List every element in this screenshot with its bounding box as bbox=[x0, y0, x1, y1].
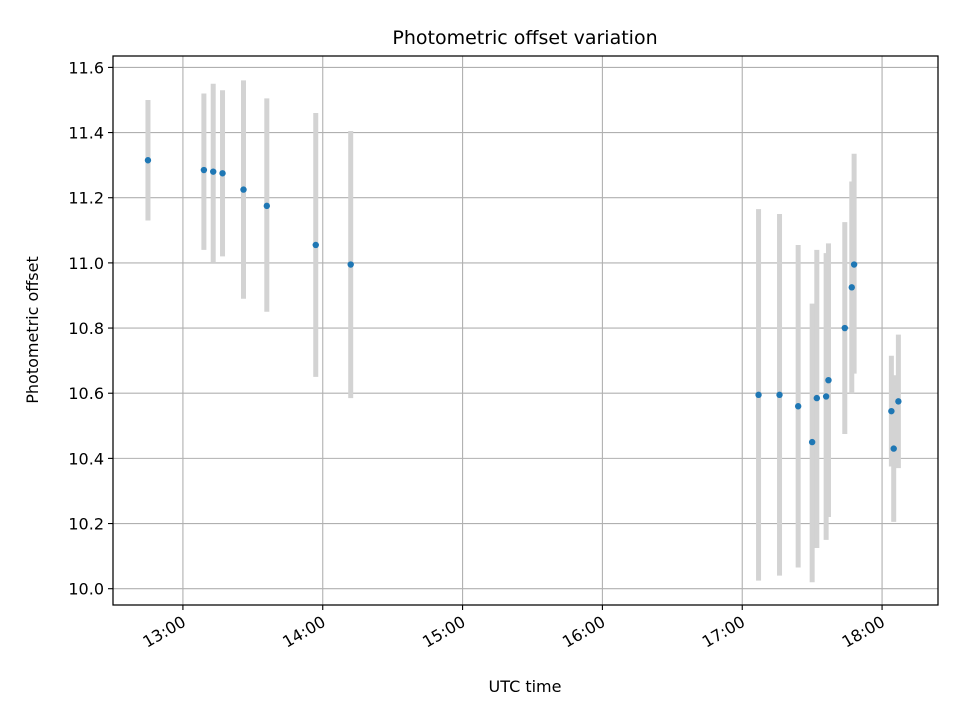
chart-title: Photometric offset variation bbox=[392, 27, 657, 49]
y-tick-label: 11.2 bbox=[68, 189, 104, 208]
data-point bbox=[144, 157, 152, 164]
y-tick-label: 11.6 bbox=[68, 58, 104, 77]
data-point bbox=[210, 168, 217, 175]
data-point bbox=[848, 284, 855, 291]
data-point bbox=[895, 398, 902, 405]
data-point bbox=[755, 391, 762, 399]
plot-frame bbox=[112, 55, 939, 606]
data-point bbox=[825, 376, 832, 384]
data-point bbox=[841, 324, 848, 332]
x-axis-title: UTC time bbox=[489, 677, 562, 696]
data-point bbox=[347, 261, 354, 268]
data-point bbox=[890, 445, 897, 452]
data-point bbox=[808, 438, 816, 446]
y-axis-title: Photometric offset bbox=[23, 256, 42, 404]
data-point bbox=[240, 186, 247, 193]
y-tick-label: 11.4 bbox=[68, 124, 104, 143]
data-point bbox=[822, 393, 830, 400]
data-points bbox=[144, 157, 902, 452]
y-tick-label: 10.4 bbox=[68, 449, 104, 468]
data-point bbox=[794, 403, 802, 410]
y-tick-label: 10.8 bbox=[68, 319, 104, 338]
y-tick-label: 10.6 bbox=[68, 384, 104, 403]
y-tick-label: 10.0 bbox=[68, 580, 104, 599]
data-point bbox=[888, 407, 895, 415]
data-point bbox=[312, 241, 319, 249]
data-point bbox=[813, 394, 821, 402]
y-tick-label: 11.0 bbox=[68, 254, 104, 273]
data-point bbox=[200, 166, 208, 174]
data-point bbox=[263, 202, 271, 210]
data-point bbox=[850, 261, 858, 268]
y-tick-label: 10.2 bbox=[68, 515, 104, 534]
data-point bbox=[219, 170, 226, 177]
data-point bbox=[776, 391, 783, 399]
